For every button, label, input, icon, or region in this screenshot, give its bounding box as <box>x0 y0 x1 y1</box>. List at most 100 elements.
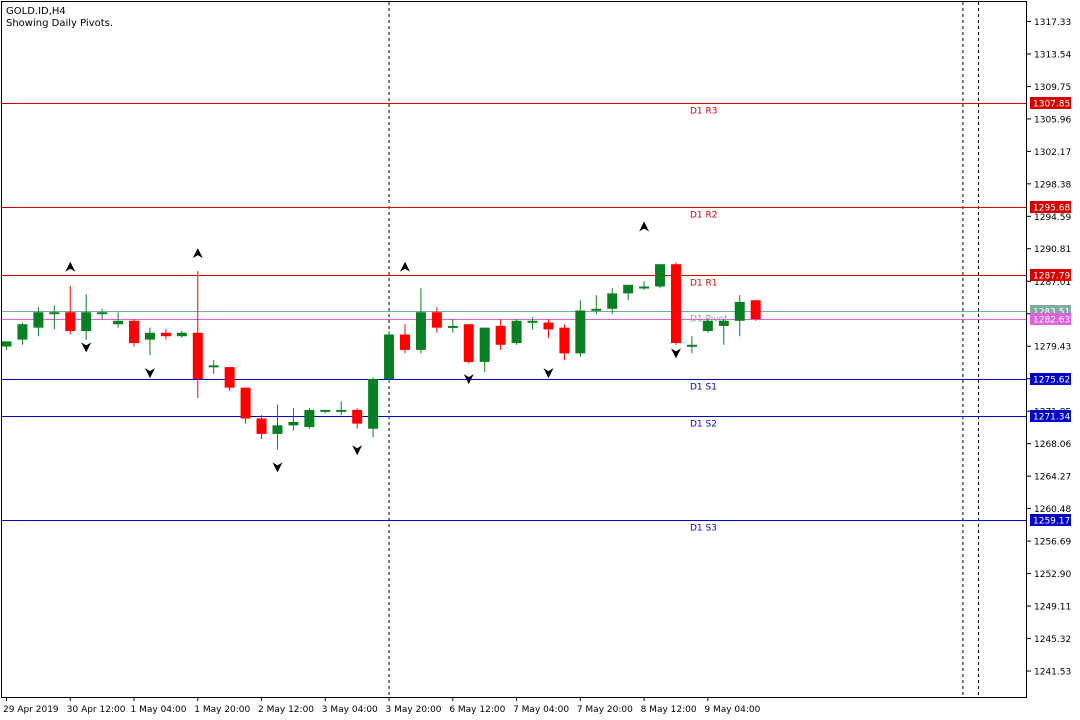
candle <box>511 319 522 345</box>
candle <box>1 341 12 350</box>
x-tick-label: 29 Apr 2019 <box>3 705 59 715</box>
price-tag <box>1030 97 1071 109</box>
candle-body <box>304 409 315 428</box>
price-tag <box>1030 514 1071 526</box>
candle-body <box>543 322 554 330</box>
candle <box>463 324 474 364</box>
x-tick-label: 7 May 04:00 <box>513 705 569 715</box>
candle-body <box>288 421 299 426</box>
candle <box>670 262 681 345</box>
candle <box>256 415 267 440</box>
candle <box>400 324 410 354</box>
x-tick-label: 2 May 12:00 <box>258 705 314 715</box>
candle-body <box>352 409 363 424</box>
candle <box>192 271 203 398</box>
y-tick-label: 1290.81 <box>1034 245 1071 255</box>
fractal-markers <box>65 221 681 473</box>
price-tag-label: 1283.51 <box>1033 308 1070 318</box>
candle-body <box>97 312 108 315</box>
candle-body <box>384 334 395 380</box>
y-tick-label: 1249.11 <box>1034 603 1071 613</box>
candle <box>208 360 219 374</box>
candle <box>320 409 331 414</box>
candles <box>1 262 761 450</box>
y-tick-label: 1294.59 <box>1034 213 1071 223</box>
candle <box>686 336 697 354</box>
candle-body <box>65 312 76 332</box>
price-tag-label: 1287.79 <box>1033 272 1070 282</box>
y-tick-label: 1268.06 <box>1034 440 1071 450</box>
x-tick-label: 1 May 04:00 <box>131 705 187 715</box>
candle-body <box>527 320 538 323</box>
y-tick-label: 1256.69 <box>1034 538 1071 548</box>
pivot-label: D1 S1 <box>690 383 717 393</box>
y-tick-label: 1260.48 <box>1034 505 1071 515</box>
candle <box>479 327 490 373</box>
candle-body <box>160 332 171 337</box>
candle-body <box>33 312 44 328</box>
x-tick-label: 9 May 04:00 <box>704 705 760 715</box>
candle-body <box>511 320 522 344</box>
candle-body <box>320 409 331 412</box>
candle <box>272 404 283 450</box>
price-tag-label: 1271.34 <box>1033 413 1070 423</box>
candle <box>575 300 586 357</box>
pivot-label: D1 R1 <box>690 279 718 289</box>
candle <box>447 319 458 333</box>
price-axis[interactable]: 1317.33 1313.54 1309.75 1305.96 1302.17 1298.… <box>1027 18 1071 678</box>
candle <box>17 322 28 345</box>
y-tick-label: 1245.32 <box>1034 635 1071 645</box>
candle <box>495 319 506 350</box>
price-tag <box>1030 313 1071 325</box>
candle-body <box>702 320 713 332</box>
y-tick-label: 1287.01 <box>1034 278 1071 288</box>
candle-body <box>208 365 219 368</box>
pivot-label: D1 R2 <box>690 211 718 221</box>
candle <box>352 408 363 429</box>
fractal-up-arrow-icon <box>400 261 410 272</box>
candle <box>304 408 315 429</box>
candle-body <box>81 312 92 332</box>
candle <box>160 329 171 340</box>
candle-body <box>463 324 474 362</box>
candle-body <box>176 332 187 337</box>
price-tag-label: 1307.85 <box>1033 100 1070 110</box>
candle <box>33 307 44 337</box>
candle <box>97 308 108 320</box>
candle <box>384 331 395 383</box>
candle-body <box>400 334 410 350</box>
x-tick-label: 8 May 12:00 <box>641 705 697 715</box>
candle-body <box>591 308 602 311</box>
x-tick-label: 3 May 20:00 <box>386 705 442 715</box>
fractal-up-arrow-icon <box>65 261 76 272</box>
candle-body <box>336 409 347 412</box>
candle-body <box>17 324 28 340</box>
indicator-caption: Showing Daily Pivots. <box>6 18 113 29</box>
day-separators <box>388 2 979 697</box>
plot-frame <box>1 1 1027 698</box>
time-axis[interactable]: 29 Apr 2019 30 Apr 12:00 1 May 04:00 1 May … <box>3 697 761 715</box>
fractal-up-arrow-icon <box>192 248 203 259</box>
candle-body <box>447 325 458 328</box>
candle <box>415 288 426 354</box>
candle <box>288 408 299 431</box>
candle-body <box>670 264 681 344</box>
y-tick-label: 1305.96 <box>1034 115 1071 125</box>
x-tick-label: 3 May 04:00 <box>322 705 378 715</box>
y-tick-label: 1302.17 <box>1034 148 1071 158</box>
price-tag-label: 1295.68 <box>1033 204 1070 214</box>
candle-body <box>256 418 267 434</box>
candle-body <box>495 325 506 345</box>
candle <box>129 319 140 347</box>
price-tag <box>1030 269 1071 281</box>
price-tag-label: 1282.63 <box>1033 316 1070 326</box>
price-tag <box>1030 201 1071 213</box>
candle-body <box>655 264 666 287</box>
candle-body <box>368 379 379 429</box>
candle <box>591 295 602 314</box>
symbol-title: GOLD.ID,H4 <box>6 6 66 17</box>
fractal-down-arrow-icon <box>81 342 92 353</box>
candle <box>65 285 76 335</box>
candle-body <box>113 320 124 325</box>
